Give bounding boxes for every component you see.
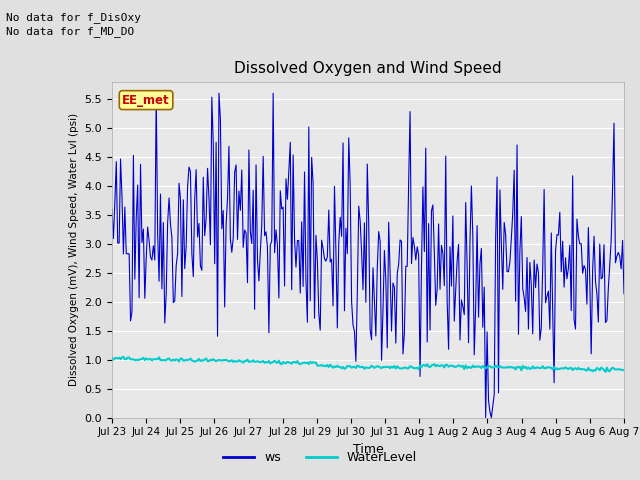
Title: Dissolved Oxygen and Wind Speed: Dissolved Oxygen and Wind Speed [234, 61, 502, 76]
Text: No data for f_MD_DO: No data for f_MD_DO [6, 26, 134, 37]
Text: No data for f_DisOxy: No data for f_DisOxy [6, 12, 141, 23]
Y-axis label: Dissolved Oxygen (mV), Wind Speed, Water Lvl (psi): Dissolved Oxygen (mV), Wind Speed, Water… [69, 113, 79, 386]
X-axis label: Time: Time [353, 443, 383, 456]
Text: EE_met: EE_met [122, 94, 170, 107]
Legend: ws, WaterLevel: ws, WaterLevel [218, 446, 422, 469]
